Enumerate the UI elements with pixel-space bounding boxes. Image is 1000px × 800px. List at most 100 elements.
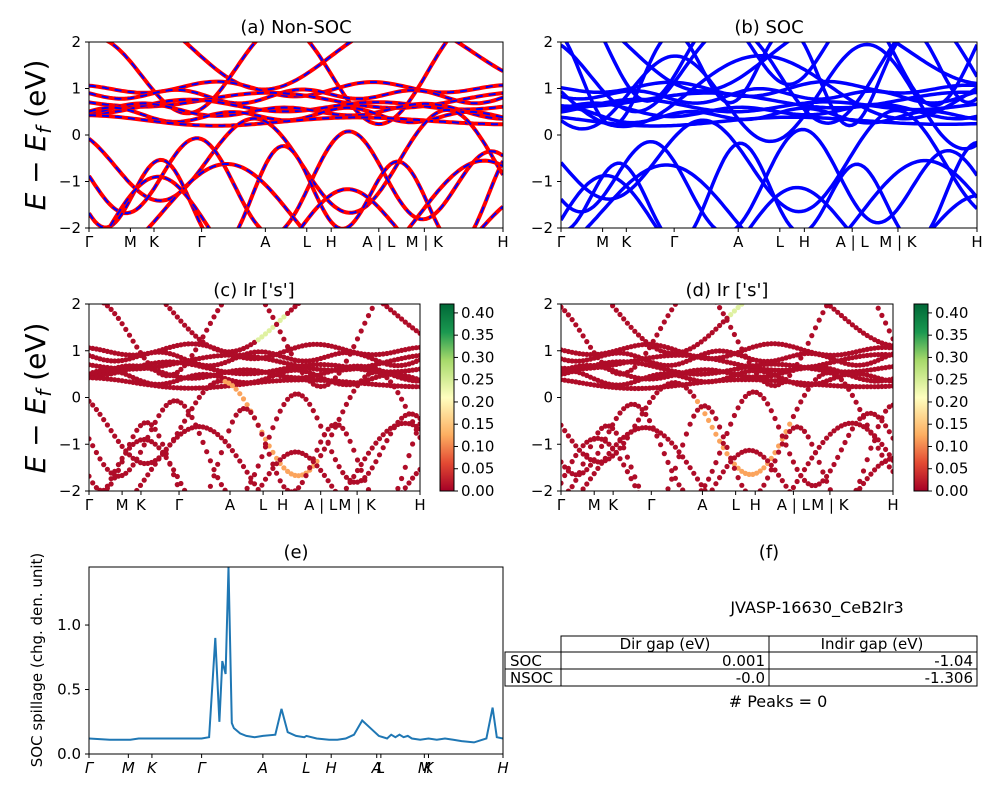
panel-c-point bbox=[329, 378, 335, 384]
panel-d-point bbox=[846, 279, 851, 284]
panel-d-point bbox=[721, 512, 726, 517]
panel-c-scatter-points bbox=[89, 272, 420, 531]
panel-c-point bbox=[307, 526, 312, 531]
panel-d-point bbox=[886, 352, 892, 358]
panel-c-point bbox=[108, 428, 114, 434]
panel-d-point bbox=[890, 468, 893, 475]
panel-c-point bbox=[343, 474, 349, 480]
panel-d-point bbox=[624, 454, 631, 460]
panel-c-point bbox=[171, 385, 177, 391]
panel-d-ytick-label: 0 bbox=[543, 389, 553, 407]
panel-a-band-down bbox=[89, 144, 503, 228]
panel-c-point bbox=[174, 314, 180, 320]
panel-c-point bbox=[200, 500, 205, 505]
panel-d-point bbox=[886, 464, 892, 470]
panel-c-point bbox=[97, 520, 102, 525]
panel-d-point bbox=[680, 528, 685, 533]
panel-d-point bbox=[646, 399, 653, 405]
panel-d-point bbox=[665, 353, 671, 359]
panel-c-point bbox=[288, 307, 294, 313]
panel-d-point bbox=[691, 470, 697, 476]
panel-d-point bbox=[846, 420, 852, 426]
panel-c-point bbox=[97, 499, 102, 504]
panel-c-point bbox=[182, 418, 188, 424]
panel-c-point bbox=[395, 313, 401, 319]
panel-e-spillage-series bbox=[89, 567, 503, 744]
panel-d-point bbox=[717, 508, 722, 513]
panel-c-point bbox=[388, 307, 394, 313]
panel-c-point bbox=[90, 480, 96, 486]
panel-c-point bbox=[163, 402, 169, 409]
panel-c-point bbox=[281, 453, 287, 460]
panel-d-point bbox=[794, 466, 800, 472]
panel-d-point bbox=[883, 423, 889, 429]
panel-d-point bbox=[565, 488, 571, 491]
panel-d-point bbox=[643, 411, 649, 417]
panel-c-point bbox=[109, 273, 114, 278]
panel-c-point bbox=[204, 327, 210, 333]
panel-c-point bbox=[185, 341, 191, 347]
panel-c-point bbox=[402, 383, 408, 389]
panel-d-point bbox=[624, 469, 631, 475]
panel-d-point bbox=[872, 467, 878, 473]
panel-c-point bbox=[402, 319, 408, 325]
panel-c-point bbox=[156, 413, 162, 419]
panel-d-point bbox=[720, 469, 726, 475]
panel-d-point bbox=[698, 339, 704, 345]
panel-d-point bbox=[849, 371, 856, 377]
panel-c-point bbox=[163, 454, 169, 461]
panel-d-point bbox=[587, 476, 594, 482]
panel-c-point bbox=[197, 505, 202, 510]
panel-c-point bbox=[303, 358, 309, 364]
panel-d-point bbox=[669, 476, 675, 482]
panel-d-point bbox=[731, 331, 738, 338]
panel-d-point bbox=[713, 481, 719, 487]
panel-c-point bbox=[299, 358, 305, 364]
panel-d-point bbox=[768, 462, 774, 468]
panel-c-point bbox=[94, 506, 99, 511]
panel-d-point bbox=[587, 344, 594, 350]
panel-d-point bbox=[683, 431, 690, 437]
panel-d-point bbox=[621, 406, 627, 412]
panel-c-point bbox=[266, 328, 272, 334]
panel-c-point bbox=[402, 464, 408, 470]
panel-c-point bbox=[123, 470, 129, 476]
panel-c-xtick-label: M | K bbox=[338, 496, 377, 514]
panel-c-point bbox=[115, 315, 121, 321]
panel-d-point bbox=[687, 389, 693, 395]
panel-c-point bbox=[141, 477, 147, 483]
panel-c-point bbox=[160, 449, 166, 455]
panel-d-point bbox=[608, 304, 610, 305]
panel-c-point bbox=[240, 463, 247, 470]
panel-c-point bbox=[266, 471, 272, 477]
panel-c-point bbox=[112, 272, 117, 277]
panel-c-point bbox=[167, 442, 173, 448]
panel-d-point bbox=[669, 531, 674, 536]
panel-d-point bbox=[613, 415, 619, 422]
panel-d-point bbox=[842, 316, 848, 322]
panel-c-point bbox=[362, 456, 368, 462]
panel-c-colorbar-label: 0.35 bbox=[461, 326, 494, 344]
panel-c-point bbox=[288, 351, 294, 357]
panel-c-point bbox=[325, 478, 331, 484]
panel-d-point bbox=[747, 527, 752, 532]
panel-d-point bbox=[798, 473, 804, 479]
panel-d-point bbox=[565, 312, 572, 318]
panel-d-point bbox=[809, 364, 815, 370]
panel-c-point bbox=[252, 495, 257, 500]
panel-c-point bbox=[373, 296, 378, 301]
panel-c-point bbox=[318, 439, 324, 445]
panel-d-point bbox=[813, 292, 818, 297]
panel-c-point bbox=[189, 385, 195, 391]
panel-c-point bbox=[414, 291, 419, 296]
panel-c-title: (c) Ir ['s'] bbox=[213, 280, 294, 301]
panel-c-point bbox=[369, 352, 375, 358]
panel-d-point bbox=[772, 458, 778, 464]
panel-c-ytick-label: 2 bbox=[71, 295, 81, 313]
panel-c-point bbox=[388, 501, 393, 506]
panel-d-point bbox=[591, 351, 597, 358]
panel-b-band bbox=[561, 53, 977, 129]
panel-d-point bbox=[794, 406, 800, 412]
panel-c-point bbox=[384, 428, 390, 434]
panel-d-point bbox=[599, 460, 605, 466]
